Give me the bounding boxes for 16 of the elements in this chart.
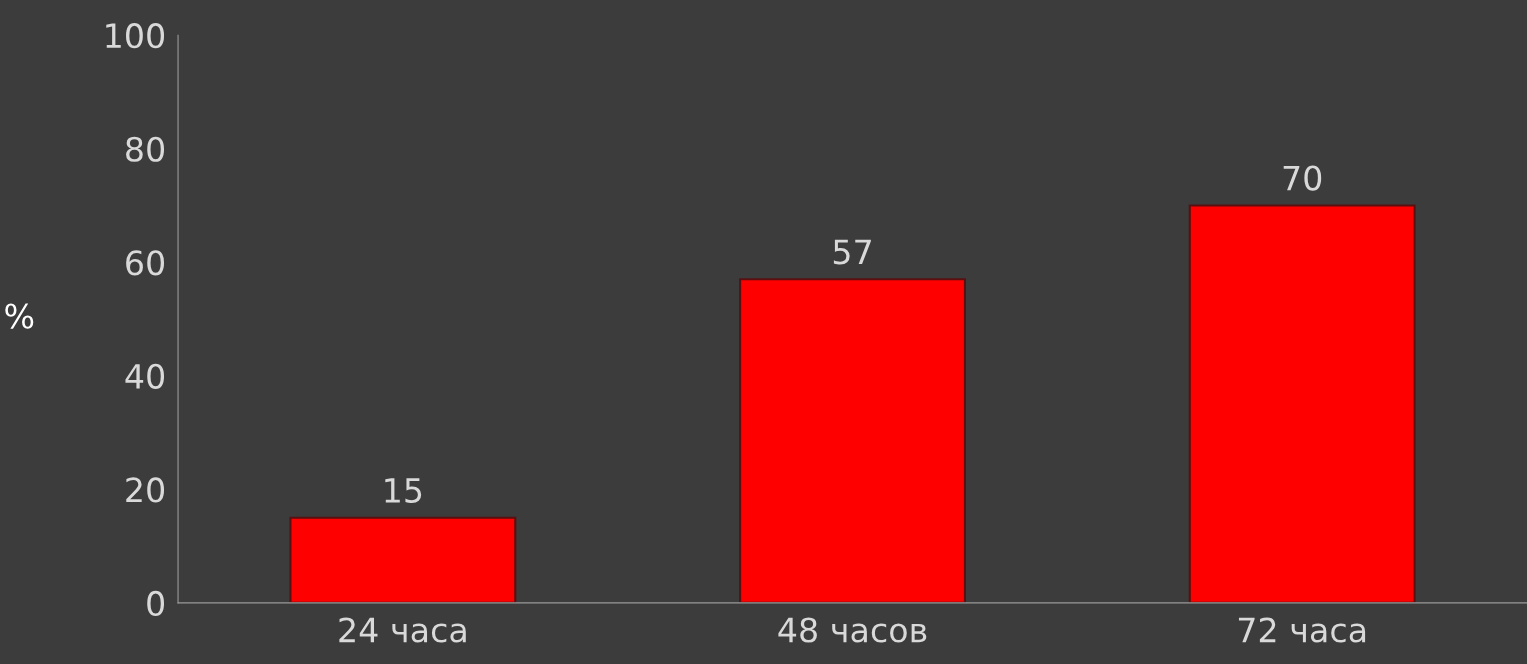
- y-tick-label: 20: [126, 477, 165, 503]
- bar: [289, 516, 517, 603]
- bar: [739, 278, 966, 603]
- y-tick-label: 60: [126, 250, 165, 276]
- data-label: 15: [385, 478, 422, 503]
- bar: [1188, 204, 1416, 603]
- y-axis-title: %: [5, 303, 34, 329]
- x-tick-label: 72 часа: [1238, 617, 1366, 643]
- x-tick-label: 48 часов: [778, 617, 927, 643]
- x-tick-label: 24 часа: [339, 617, 466, 643]
- y-tick-label: 40: [125, 363, 165, 389]
- data-label: 57: [833, 239, 871, 265]
- y-tick-label: 0: [147, 590, 165, 617]
- data-label: 70: [1283, 165, 1322, 191]
- y-tick-label: 80: [126, 136, 165, 162]
- y-tick-label: 100: [106, 23, 165, 49]
